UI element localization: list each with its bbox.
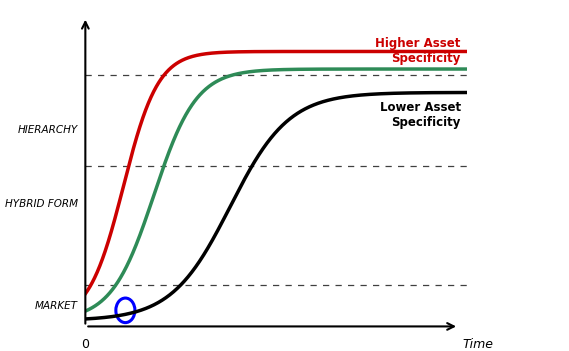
Text: MARKET: MARKET (35, 301, 78, 311)
Text: HYBRID FORM: HYBRID FORM (5, 199, 78, 208)
Text: HIERARCHY: HIERARCHY (18, 125, 78, 135)
Text: 0: 0 (81, 338, 89, 351)
Text: Time: Time (463, 338, 494, 351)
Text: Higher Asset
Specificity: Higher Asset Specificity (376, 37, 461, 65)
Text: Lower Asset
Specificity: Lower Asset Specificity (380, 101, 461, 129)
